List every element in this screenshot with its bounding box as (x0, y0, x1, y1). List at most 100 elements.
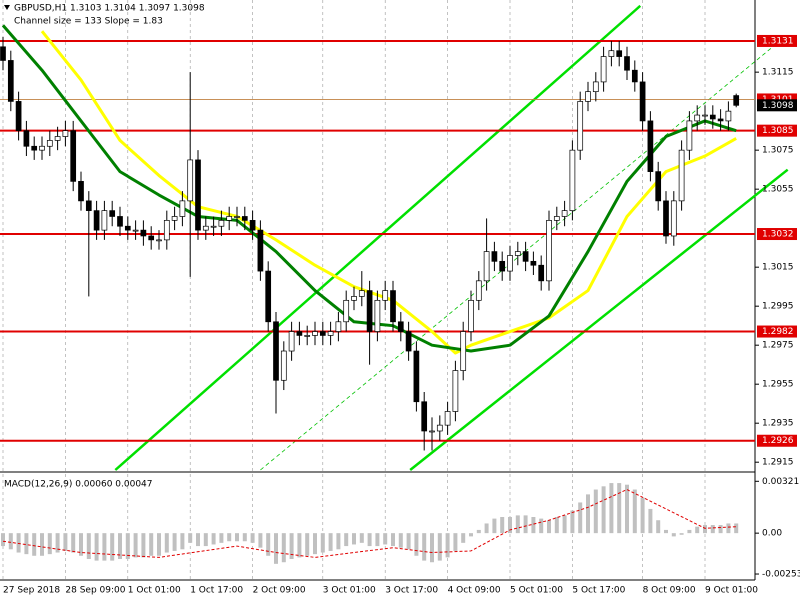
macd-bar (445, 533, 450, 558)
macd-bar (476, 529, 481, 534)
macd-bar (492, 518, 497, 534)
candle-body (280, 350, 287, 381)
candle-body (187, 159, 194, 202)
macd-bar (336, 533, 341, 550)
candle-body (366, 290, 373, 332)
candle-body (413, 350, 420, 403)
macd-bar (157, 533, 161, 556)
candle-body (733, 95, 740, 106)
macd-bar (305, 533, 310, 556)
candle-body (62, 130, 69, 137)
macd-bar (328, 533, 333, 551)
x-tick-label: 27 Sep 2018 (3, 586, 60, 596)
candle-body (218, 220, 225, 227)
macd-bar (118, 533, 122, 559)
macd-bar (149, 533, 154, 556)
level-label-box (757, 228, 797, 241)
x-tick-label: 3 Oct 01:00 (323, 586, 376, 596)
candle-body (351, 296, 357, 301)
candle-body (78, 181, 84, 202)
candle-body (304, 335, 311, 337)
candle-body (31, 145, 38, 151)
macd-bar (47, 533, 52, 555)
macd-bar (180, 533, 185, 550)
macd-bar (508, 517, 512, 534)
candle-body (234, 216, 240, 218)
candle-body (132, 229, 139, 232)
candle-body (483, 251, 490, 282)
macd-bar (547, 520, 551, 534)
macd-bar (391, 533, 395, 547)
candle-body (655, 171, 662, 202)
level-label: 1.3085 (762, 126, 794, 136)
candle-body (592, 81, 599, 93)
plot (0, 4, 789, 564)
level-label-box (757, 325, 797, 338)
candle-body (0, 46, 6, 61)
macd-bar (141, 533, 146, 558)
macd-bar (203, 533, 208, 547)
macd-label: MACD(12,26,9) 0.00060 0.00047 (4, 480, 153, 490)
candle-body (148, 235, 155, 241)
candle-body (265, 270, 272, 323)
candle-body (608, 50, 615, 57)
macd-bar (289, 533, 294, 559)
current-price-box (757, 99, 797, 112)
macd-bar (437, 533, 442, 561)
macd-bar (16, 533, 21, 553)
candle-body (686, 120, 693, 151)
macd-bar (687, 529, 692, 534)
macd-bar (617, 483, 622, 534)
level-label-box (757, 124, 797, 137)
candle-body (694, 114, 701, 122)
macd-bar (297, 533, 302, 558)
macd-bar (71, 533, 76, 553)
candle-body (663, 200, 669, 237)
menu-icon (4, 5, 10, 10)
macd-bar (430, 533, 434, 563)
macd-bar (656, 520, 661, 534)
macd-bar (227, 533, 232, 542)
macd-bar (164, 533, 169, 553)
candle-body (647, 120, 654, 172)
candle-body (468, 299, 474, 332)
candle-body (101, 210, 108, 231)
candle-body (39, 145, 45, 151)
candle-body (382, 290, 389, 301)
macd-bar (453, 533, 458, 551)
y-tick-label: 1.2975 (762, 341, 794, 351)
chart-title: GBPUSD,H1 1.3103 1.3104 1.3097 1.3098 (14, 4, 205, 14)
macd-bar (281, 533, 286, 563)
macd-bar (250, 533, 255, 543)
level-label-box (757, 34, 797, 47)
candle-body (54, 136, 61, 141)
candle-body (507, 255, 513, 272)
macd-bar (710, 525, 715, 534)
candle-body (124, 225, 131, 231)
macd-bar (586, 494, 590, 534)
y-tick-label: 1.2995 (762, 302, 794, 312)
level-label-box (757, 434, 797, 447)
x-tick-label: 5 Oct 17:00 (572, 586, 625, 596)
macd-bar (344, 533, 349, 547)
macd-bar (671, 533, 676, 537)
macd-bar (398, 533, 403, 548)
y-tick-label: 0.00 (762, 529, 782, 539)
macd-bar (648, 508, 653, 534)
candle-body (312, 331, 318, 336)
level-label: 1.3131 (762, 36, 794, 46)
candle-body (577, 101, 584, 151)
candle-body (624, 56, 630, 71)
macd-bar (469, 533, 473, 537)
candle-body (499, 260, 506, 272)
candle-body (702, 114, 708, 117)
macd-bar (539, 518, 544, 534)
macd-bar (219, 533, 224, 543)
candle-body (397, 321, 404, 332)
candle-body (335, 321, 342, 332)
macd-bar (94, 533, 99, 561)
candle-body (546, 220, 552, 282)
candle-body (429, 430, 435, 433)
moving-average (40, 30, 737, 355)
macd-bar (188, 533, 193, 543)
